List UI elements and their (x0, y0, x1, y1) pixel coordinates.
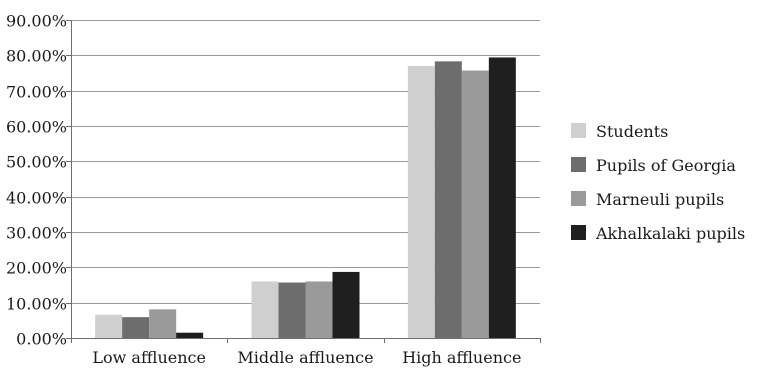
bar (149, 309, 177, 338)
axes (66, 20, 541, 343)
x-category-label: High affluence (402, 348, 521, 367)
legend-swatch (571, 123, 586, 138)
y-tick-label: 50.00% (6, 153, 67, 172)
bar (122, 317, 150, 338)
bar (434, 61, 462, 339)
legend-label: Akhalkalaki pupils (595, 224, 745, 243)
y-tick-label: 10.00% (6, 295, 67, 314)
y-tick-label: 90.00% (6, 12, 67, 31)
gridlines (71, 20, 540, 304)
legend-swatch (571, 225, 586, 240)
y-tick-label: 30.00% (6, 224, 67, 243)
bar (407, 65, 435, 338)
bar (278, 282, 306, 338)
y-tick-label: 70.00% (6, 83, 67, 102)
x-axis-category-labels: Low affluence Middle affluence High afflue… (92, 348, 521, 367)
bars (95, 57, 516, 339)
legend-swatch (571, 157, 586, 172)
legend: Students Pupils of Georgia Marneuli pupils… (571, 122, 745, 243)
legend-label: Marneuli pupils (596, 190, 724, 209)
bar (95, 314, 123, 338)
legend-label: Students (596, 122, 668, 141)
y-axis-tick-labels: 0.00% 10.00% 20.00% 30.00% 40.00% 50.00% 60.00… (6, 12, 67, 349)
bar (251, 281, 279, 338)
bar (305, 281, 333, 338)
y-tick-label: 60.00% (6, 118, 67, 137)
y-tick-label: 80.00% (6, 47, 67, 66)
x-category-label: Middle affluence (237, 348, 373, 367)
bar (461, 70, 489, 338)
y-tick-label: 40.00% (6, 189, 67, 208)
bar (332, 271, 360, 338)
y-tick-label: 20.00% (6, 259, 67, 278)
legend-swatch (571, 191, 586, 206)
x-category-label: Low affluence (92, 348, 206, 367)
legend-label: Pupils of Georgia (596, 156, 736, 175)
y-tick-label: 0.00% (16, 330, 67, 349)
bar (488, 57, 516, 338)
bar (176, 332, 204, 338)
